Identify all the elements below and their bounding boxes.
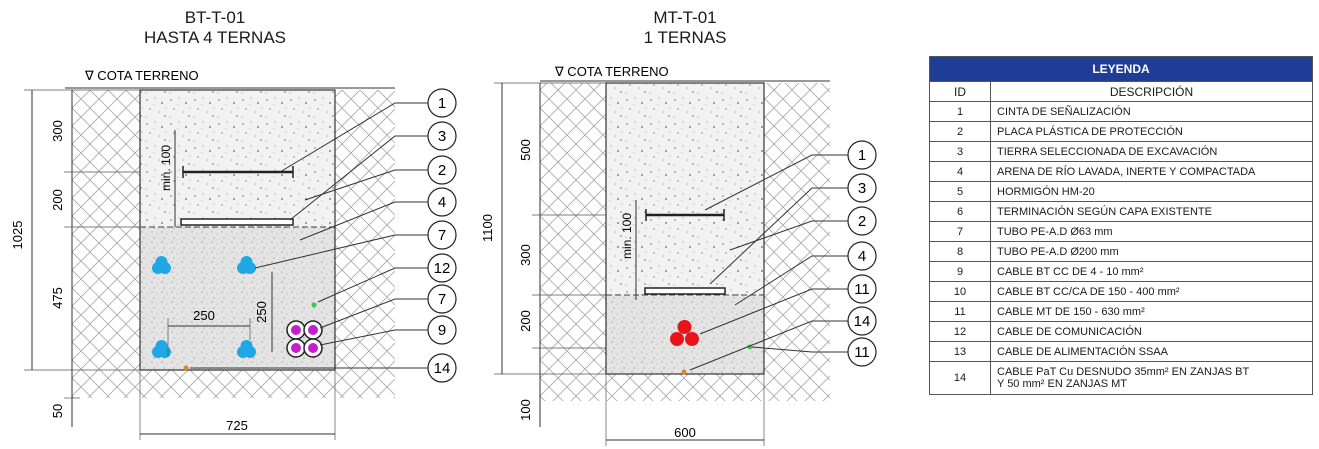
left-callouts: 1 3 2 4 7 12 7 9 14 bbox=[427, 88, 457, 383]
right-dim-100: 100 bbox=[518, 399, 533, 421]
legend-row-id: 3 bbox=[929, 141, 991, 162]
right-soil-bottom bbox=[606, 374, 764, 401]
left-dim-250-v: 250 bbox=[254, 301, 269, 323]
legend-row-desc: TIERRA SELECCIONADA DE EXCAVACIÓN bbox=[990, 141, 1313, 162]
left-dim-1025: 1025 bbox=[10, 221, 25, 250]
left-dim-250-h: 250 bbox=[193, 308, 215, 323]
legend-row-desc: CABLE PaT Cu DESNUDO 35mm² EN ZANJAS BT Y… bbox=[990, 361, 1313, 395]
legend-row-id: 7 bbox=[929, 221, 991, 242]
left-trench: ∇ COTA TERRENO 1025 300 200 475 50 min. … bbox=[10, 68, 428, 440]
left-dim-50: 50 bbox=[50, 404, 65, 418]
right-title-line2: 1 TERNAS bbox=[643, 28, 727, 47]
right-earth-cable bbox=[681, 369, 687, 375]
legend-row-desc: CABLE MT DE 150 - 630 mm² bbox=[990, 301, 1313, 322]
left-soil-left bbox=[72, 90, 140, 398]
legend-row-id: 6 bbox=[929, 201, 991, 222]
right-dim-500: 500 bbox=[518, 139, 533, 161]
legend-row-desc: CABLE DE ALIMENTACIÓN SSAA bbox=[990, 341, 1313, 362]
right-dim-min100: min. 100 bbox=[620, 213, 634, 259]
legend-row-id: 2 bbox=[929, 121, 991, 142]
left-dim-min100: min. 100 bbox=[159, 145, 173, 191]
legend-row-id: 13 bbox=[929, 341, 991, 362]
callout-4: 4 bbox=[858, 248, 866, 265]
legend-row-id: 8 bbox=[929, 241, 991, 262]
left-dim-300: 300 bbox=[50, 120, 65, 142]
right-dim-200: 200 bbox=[518, 310, 533, 332]
right-cota-label: ∇ COTA TERRENO bbox=[554, 64, 669, 79]
callout-11: 11 bbox=[854, 281, 870, 298]
left-dim-200: 200 bbox=[50, 189, 65, 211]
callout-7: 7 bbox=[438, 227, 446, 244]
legend-row-desc: CINTA DE SEÑALIZACIÓN bbox=[990, 101, 1313, 122]
legend-row-desc: CABLE DE COMUNICACIÓN bbox=[990, 321, 1313, 342]
left-title-line1: BT-T-01 bbox=[184, 8, 246, 27]
legend-row-id: 9 bbox=[929, 261, 991, 282]
legend-row-desc: TUBO PE-A.D Ø63 mm bbox=[990, 221, 1313, 242]
right-dim-1100: 1100 bbox=[480, 214, 495, 242]
legend-row-id: 14 bbox=[929, 361, 991, 395]
legend-row-id: 12 bbox=[929, 321, 991, 342]
left-bt-cables bbox=[286, 320, 323, 358]
left-earth-cable bbox=[183, 365, 189, 371]
legend-col-desc: DESCRIPCIÓN bbox=[990, 81, 1313, 102]
left-title-line2: HASTA 4 TERNAS bbox=[143, 28, 287, 47]
right-trench: ∇ COTA TERRENO 1100 500 300 200 100 min.… bbox=[480, 64, 848, 446]
callout-1: 1 bbox=[438, 95, 446, 112]
callout-14: 14 bbox=[854, 313, 871, 330]
legend-row-desc-line1: CABLE PaT Cu DESNUDO 35mm² EN ZANJAS BT bbox=[997, 366, 1250, 378]
callout-14: 14 bbox=[434, 360, 451, 377]
callout-4: 4 bbox=[438, 194, 446, 211]
callout-11b: 11 bbox=[854, 344, 870, 361]
left-cota-label: ∇ COTA TERRENO bbox=[84, 68, 199, 83]
left-soil-right bbox=[335, 90, 395, 398]
right-title-line1: MT-T-01 bbox=[653, 8, 717, 27]
legend-row-id: 4 bbox=[929, 161, 991, 182]
callout-3: 3 bbox=[858, 180, 866, 197]
right-dim-600: 600 bbox=[674, 425, 696, 440]
right-title: MT-T-01 1 TERNAS bbox=[590, 8, 780, 48]
legend-row-id: 5 bbox=[929, 181, 991, 202]
legend-row-id: 1 bbox=[929, 101, 991, 122]
legend-row-desc: PLACA PLÁSTICA DE PROTECCIÓN bbox=[990, 121, 1313, 142]
callout-3: 3 bbox=[438, 128, 446, 145]
right-soil-right bbox=[764, 83, 830, 401]
legend-row-desc-line2: Y 50 mm² EN ZANJAS MT bbox=[997, 378, 1127, 390]
legend-row-desc: ARENA DE RÍO LAVADA, INERTE Y COMPACTADA bbox=[990, 161, 1313, 182]
legend-row-desc: TUBO PE-A.D Ø200 mm bbox=[990, 241, 1313, 262]
callout-9: 9 bbox=[438, 322, 446, 339]
left-trench-outline bbox=[139, 89, 336, 371]
left-protection-plate bbox=[180, 218, 294, 226]
legend-row-id: 11 bbox=[929, 301, 991, 322]
left-dim-475: 475 bbox=[50, 287, 65, 309]
callout-12: 12 bbox=[434, 260, 451, 277]
left-dim-725: 725 bbox=[226, 418, 248, 433]
right-mt-cables bbox=[670, 320, 699, 346]
left-title: BT-T-01 HASTA 4 TERNAS bbox=[120, 8, 310, 48]
legend-row-desc: HORMIGÓN HM-20 bbox=[990, 181, 1313, 202]
right-sand-layer bbox=[606, 295, 764, 374]
legend-title: LEYENDA bbox=[929, 56, 1313, 82]
legend-row-id: 10 bbox=[929, 281, 991, 302]
right-selected-soil bbox=[606, 83, 764, 295]
left-comm-cable bbox=[311, 302, 317, 308]
right-soil-left bbox=[540, 83, 606, 401]
right-callouts: 1 3 2 4 11 14 11 bbox=[847, 140, 877, 367]
legend-col-id: ID bbox=[929, 81, 991, 102]
right-dim-300: 300 bbox=[518, 244, 533, 266]
callout-7b: 7 bbox=[438, 291, 446, 308]
legend-table: LEYENDA ID DESCRIPCIÓN 1 CINTA DE SEÑALIZ… bbox=[929, 56, 1313, 395]
callout-2: 2 bbox=[858, 213, 866, 230]
left-soil-bottom bbox=[140, 370, 335, 398]
legend-row-desc: CABLE BT CC/CA DE 150 - 400 mm² bbox=[990, 281, 1313, 302]
legend-row-desc: CABLE BT CC DE 4 - 10 mm² bbox=[990, 261, 1313, 282]
right-protection-plate bbox=[644, 287, 726, 295]
legend-row-desc: TERMINACIÓN SEGÚN CAPA EXISTENTE bbox=[990, 201, 1313, 222]
callout-2: 2 bbox=[438, 162, 446, 179]
callout-1: 1 bbox=[858, 147, 866, 164]
